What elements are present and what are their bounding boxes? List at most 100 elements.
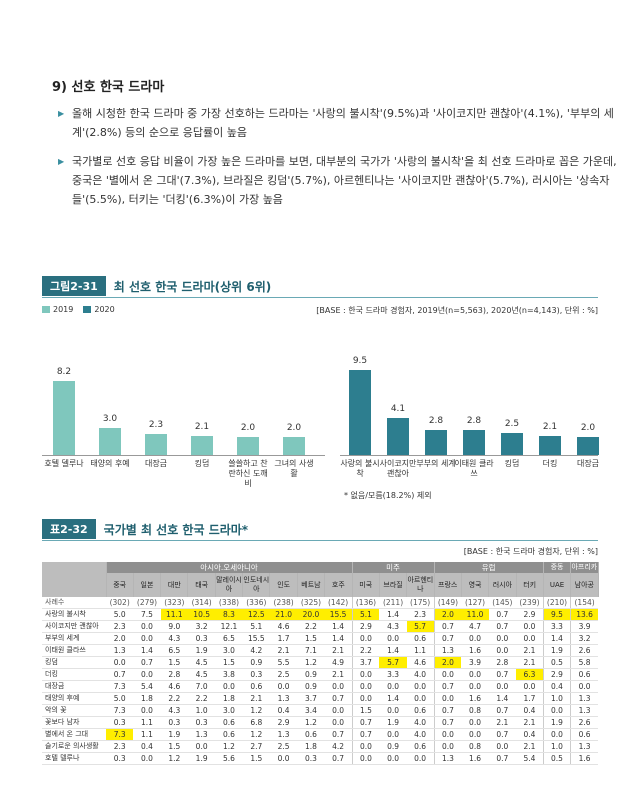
row-label: 호텔 델루나 bbox=[42, 752, 106, 765]
table-cell: 0.7 bbox=[488, 608, 517, 621]
table-cell: 1.4 bbox=[488, 692, 517, 705]
country-column-header: 호주 bbox=[324, 573, 353, 597]
table-base-note: [BASE : 한국 드라마 경험자, 단위 : %] bbox=[463, 547, 598, 556]
legend-item-2019: 2019 bbox=[42, 305, 73, 314]
table-cell: 1.8 bbox=[297, 740, 325, 753]
table-cell: 0.0 bbox=[461, 716, 489, 729]
region-group-header: 유럽 bbox=[434, 562, 544, 573]
table-cell: 1.5 bbox=[160, 740, 188, 753]
table-cell: 0.0 bbox=[433, 668, 462, 681]
table-cell: 9.0 bbox=[160, 620, 188, 633]
table-cell: 3.3 bbox=[379, 668, 407, 681]
bar-2020 bbox=[425, 429, 447, 455]
bar-category-label: 대장금 bbox=[576, 459, 600, 468]
table-cell: 0.4 bbox=[542, 680, 571, 693]
table-cell: 0.3 bbox=[187, 716, 216, 729]
bar-category-label: 호텔 델루나 bbox=[44, 459, 84, 468]
table-cell: 0.6 bbox=[570, 668, 598, 681]
table-cell: 2.3 bbox=[106, 620, 134, 633]
table-cell: 3.4 bbox=[297, 704, 325, 717]
table-cell: 0.0 bbox=[406, 752, 435, 765]
table-cell: 0.7 bbox=[351, 728, 380, 741]
table-cell: 2.5 bbox=[269, 740, 298, 753]
table-cell: 1.6 bbox=[570, 752, 598, 765]
table-cell: 0.0 bbox=[351, 680, 380, 693]
table-cell: 4.3 bbox=[379, 620, 407, 633]
bar-category-label: 사랑의 불시착 bbox=[340, 459, 380, 478]
table-cell: 0.0 bbox=[351, 752, 380, 765]
table-cell: 5.5 bbox=[269, 656, 298, 669]
bar-value-label: 2.0 bbox=[240, 423, 256, 433]
table-cell: 1.3 bbox=[570, 704, 598, 717]
table-cell: 1.0 bbox=[542, 740, 571, 753]
table-cell: 4.5 bbox=[187, 656, 216, 669]
table-cell: 5.6 bbox=[215, 752, 243, 765]
table-cell: 4.2 bbox=[242, 644, 270, 657]
bar-2019 bbox=[99, 428, 121, 455]
table-cell: 0.7 bbox=[433, 716, 462, 729]
table-cell: 1.5 bbox=[242, 752, 270, 765]
chart-axis bbox=[340, 455, 598, 456]
country-column-header: 말레이시아 bbox=[215, 573, 244, 597]
table-cell: 4.2 bbox=[324, 740, 353, 753]
legend-label-2019: 2019 bbox=[53, 305, 74, 314]
table-cell: 4.3 bbox=[160, 632, 188, 645]
table-cell: 0.0 bbox=[379, 704, 407, 717]
row-label: 슬기로운 의사생활 bbox=[42, 740, 106, 753]
bar-value-label: 2.0 bbox=[286, 423, 302, 433]
table-cell: 1.5 bbox=[160, 656, 188, 669]
table-cell: 2.5 bbox=[269, 668, 298, 681]
table-cell: 1.9 bbox=[542, 716, 571, 729]
table-cell: 3.8 bbox=[215, 668, 243, 681]
table-cell: 2.9 bbox=[516, 608, 544, 621]
table-cell: 2.0 bbox=[106, 632, 134, 645]
bar-value-label: 2.1 bbox=[194, 422, 210, 433]
table-cell: 0.5 bbox=[542, 656, 571, 669]
figure-base-note: [BASE : 한국 드라마 경험자, 2019년(n=5,563), 2020… bbox=[316, 306, 598, 315]
table-cell: (325) bbox=[297, 597, 325, 609]
table-cell: 2.1 bbox=[324, 668, 353, 681]
table-cell: 0.9 bbox=[297, 668, 325, 681]
table-cell: 1.5 bbox=[351, 704, 380, 717]
table-cell: 0.6 bbox=[406, 632, 435, 645]
row-label: 이태원 클라쓰 bbox=[42, 644, 106, 657]
table-cell: 0.3 bbox=[187, 632, 216, 645]
table-cell: 1.5 bbox=[215, 656, 243, 669]
table-tag: 표2-32 bbox=[42, 519, 96, 539]
table-cell: 1.6 bbox=[461, 692, 489, 705]
table-cell: 0.6 bbox=[215, 716, 243, 729]
table-row: 대장금 7.3 5.4 4.6 7.0 0.0 0.6 0.0 0.9 0.0 0.0 0.0 0.0 0… bbox=[42, 680, 598, 693]
bar-value-label: 8.2 bbox=[56, 367, 72, 378]
bar-value-label: 2.8 bbox=[428, 415, 444, 426]
table-cell: 2.1 bbox=[488, 716, 517, 729]
table-cell: (154) bbox=[570, 597, 598, 609]
figure-header: 그림2-31 최 선호 한국 드라마(상위 6위) bbox=[42, 276, 271, 296]
row-label: 악의 꽃 bbox=[42, 704, 106, 717]
table-cell: 1.4 bbox=[379, 692, 407, 705]
chart-legend: 2019 2020 bbox=[42, 305, 115, 314]
table-cell: 1.0 bbox=[542, 692, 571, 705]
table-cell: 1.2 bbox=[297, 656, 325, 669]
table-cell: 0.6 bbox=[215, 728, 243, 741]
legend-swatch-2020 bbox=[83, 306, 92, 313]
table-row: 악의 꽃 7.3 0.0 4.3 1.0 3.0 1.2 0.4 3.4 0.0 1.5 0.0 0.6… bbox=[42, 704, 598, 717]
table-cell: 0.0 bbox=[133, 752, 161, 765]
table-cell: 0.0 bbox=[516, 680, 544, 693]
section-title: 9) 선호 한국 드라마 bbox=[52, 80, 165, 95]
row-label: 사랑의 불시착 bbox=[42, 608, 106, 621]
table-cell: 0.7 bbox=[106, 668, 134, 681]
table-cell: 0.0 bbox=[379, 752, 407, 765]
table-cell: 0.0 bbox=[379, 728, 407, 741]
table-cell: 3.3 bbox=[542, 620, 571, 633]
table-cell: 2.6 bbox=[570, 716, 598, 729]
table-title: 국가별 최 선호 한국 드라마* bbox=[103, 522, 249, 537]
table-row: 별에서 온 그대 7.3 1.1 1.9 1.3 0.6 1.2 1.3 0.6 0.7 0.7 0.… bbox=[42, 728, 598, 741]
table-cell: 1.3 bbox=[570, 692, 598, 705]
table-cell: 1.4 bbox=[379, 608, 407, 621]
country-column-header: 브라질 bbox=[379, 573, 408, 597]
country-column-header: 아르헨티나 bbox=[406, 573, 435, 597]
table-cell: 2.1 bbox=[516, 716, 544, 729]
table-row: 이태원 클라쓰 1.3 1.4 6.5 1.9 3.0 4.2 2.1 7.1 2.1 2.2 1.4… bbox=[42, 644, 598, 657]
table-cell: 3.9 bbox=[570, 620, 598, 633]
table-cell: 4.7 bbox=[461, 620, 489, 633]
